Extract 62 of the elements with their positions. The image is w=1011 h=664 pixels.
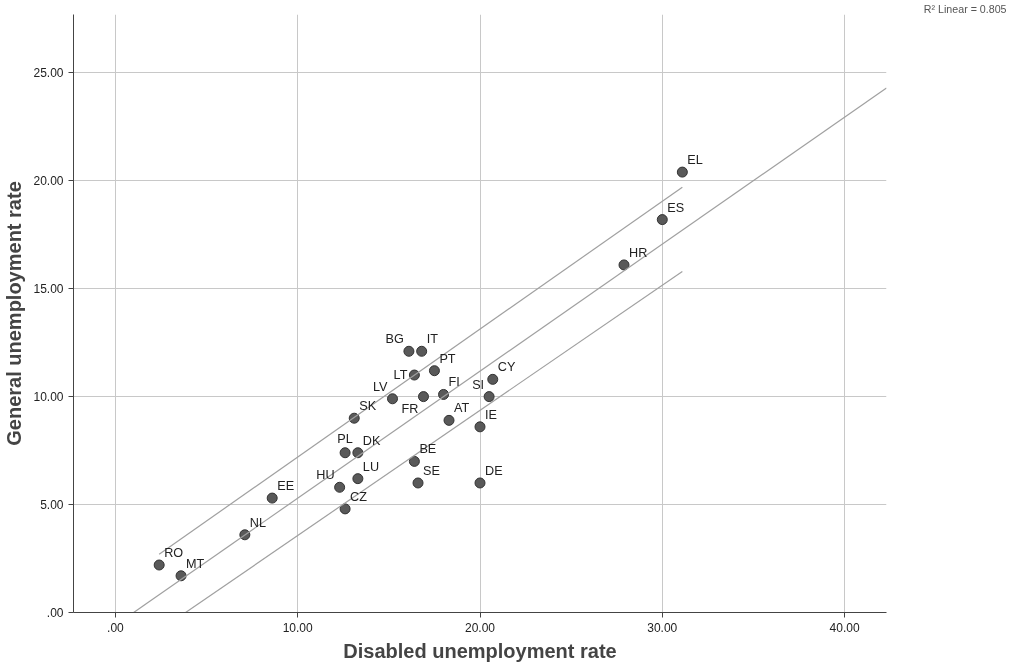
data-label: MT [186,556,205,571]
y-tick-label: 15.00 [33,282,64,297]
y-tick-label: 25.00 [33,66,64,81]
y-tick-label: 10.00 [33,390,64,405]
point [334,481,346,493]
x-tick-label: 30.00 [647,620,678,635]
x-tick-label: 20.00 [464,620,496,635]
point [474,477,486,489]
data-label: ES [667,200,685,215]
point [339,447,351,459]
data-label: IE [485,407,497,422]
point [443,414,455,426]
point [487,373,499,385]
y-tick-label: 20.00 [33,174,64,189]
data-label: SI [472,377,485,392]
data-label: BG [385,332,404,347]
point [387,393,398,405]
point [618,259,630,271]
data-label: EE [277,479,295,494]
x-tick-label: .00 [107,620,125,635]
point [339,503,351,515]
data-label: BE [419,442,437,457]
point [483,391,495,403]
data-label: EL [687,153,703,168]
data-label: DE [485,463,503,478]
data-label: LV [372,379,389,394]
y-tick-label: 5.00 [40,498,64,513]
point [656,214,668,226]
point [408,455,420,467]
data-label: IT [426,332,439,347]
x-tick-label: 10.00 [282,620,314,635]
y-tick-label: .00 [46,606,64,620]
x-axis-title: Disabled unemployment rate [343,639,617,662]
data-label: DK [362,433,382,448]
point [676,166,688,178]
point [266,492,278,504]
data-label: LT [393,368,408,383]
data-label: PL [337,431,353,446]
point [352,473,364,485]
y-axis-title: General unemployment rate [3,181,26,446]
data-label: HR [629,245,648,260]
data-label: RO [164,546,184,561]
point [403,345,415,357]
data-label: NL [249,515,267,530]
point [428,365,440,377]
point [416,345,428,357]
data-label: LU [362,459,380,474]
data-label: HU [316,468,335,483]
data-label: CZ [350,489,368,504]
point [417,391,429,403]
data-label: SE [423,463,440,478]
data-label: FI [448,375,460,390]
point [412,477,424,489]
data-label: SK [359,399,377,414]
data-label: PT [439,351,456,366]
point [153,559,165,571]
point [474,421,486,433]
x-tick-label: 40.00 [829,620,860,635]
data-label: CY [497,360,516,375]
data-label: FR [401,401,419,416]
text: R² Linear = 0.805 [923,2,1007,15]
data-label: AT [454,401,470,416]
